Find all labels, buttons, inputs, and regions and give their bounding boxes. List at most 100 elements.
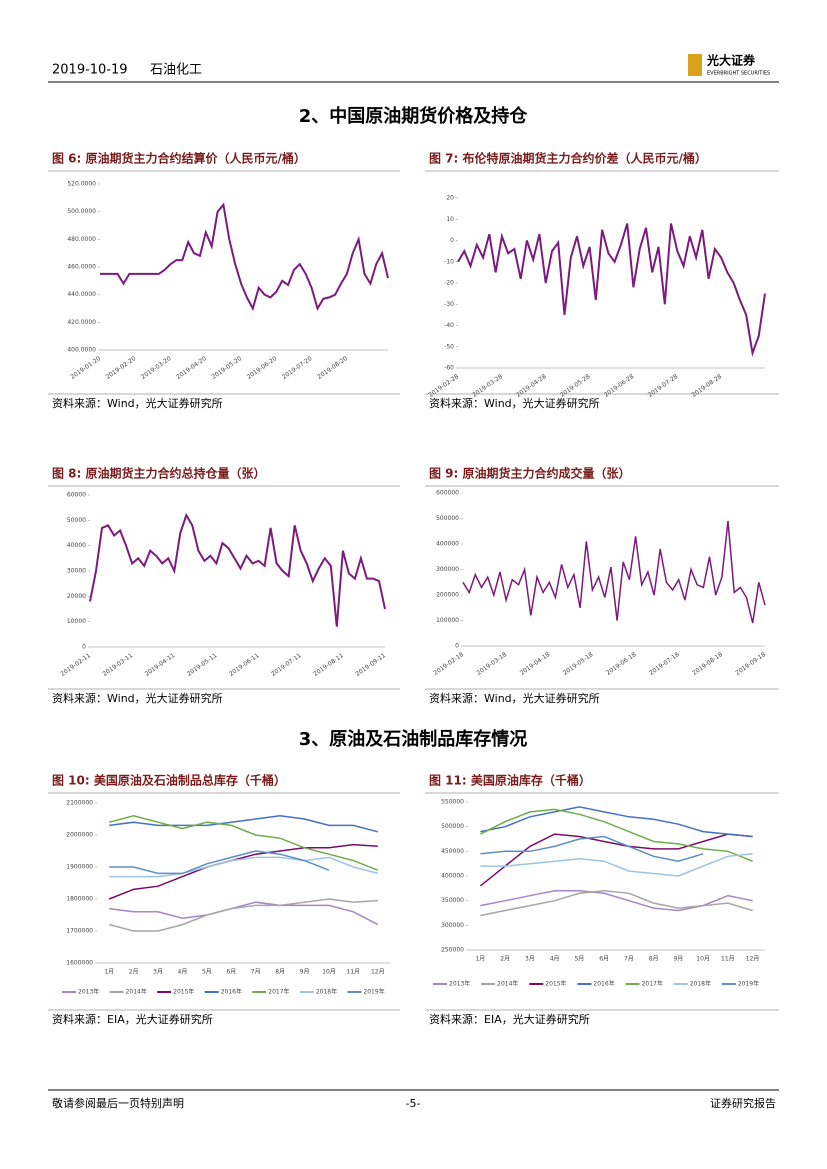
x-tick-label: 2019-02-28 (427, 373, 460, 399)
y-tick-label: 1800000 (66, 896, 93, 903)
y-tick-label: 40000 (67, 542, 86, 549)
y-tick-label: 0 (450, 237, 454, 244)
y-tick-label: 440.0000 (67, 291, 96, 298)
x-tick-label: 2019-03-28 (471, 373, 504, 399)
x-tick-label: 2019-08-28 (691, 373, 724, 399)
x-tick-label: 2019-01-20 (69, 355, 102, 381)
y-tick-label: 450000 (441, 848, 464, 855)
data-line (109, 898, 378, 932)
x-tick-label: 4月 (550, 956, 560, 963)
figure-caption: 图 6: 原油期货主力合约结算价（人民币元/桶） (52, 151, 306, 166)
x-tick-label: 2019-07-28 (647, 373, 680, 399)
data-line (89, 512, 386, 627)
x-tick-label: 6月 (226, 969, 236, 976)
x-tick-label: 2019-08-11 (312, 652, 345, 678)
data-line (462, 520, 766, 624)
x-tick-label: 2019-08-18 (691, 651, 724, 677)
legend-label: 2018年 (316, 988, 337, 996)
y-tick-label: 0 (82, 644, 86, 651)
x-tick-label: 2019-07-18 (648, 651, 681, 677)
x-tick-label: 8月 (649, 956, 659, 963)
figure-source: 资料来源：EIA，光大证券研究所 (52, 1012, 213, 1026)
x-tick-label: 6月 (599, 956, 609, 963)
y-tick-label: 500.0000 (67, 208, 96, 215)
y-tick-label: 2100000 (66, 800, 93, 807)
y-tick-label: 400.0000 (67, 347, 96, 354)
y-tick-label: -10 (444, 258, 454, 265)
x-tick-label: 5月 (574, 956, 584, 963)
y-tick-label: -40 (444, 322, 454, 329)
x-tick-label: 2019-03-20 (140, 355, 173, 381)
x-tick-label: 12月 (371, 969, 385, 976)
figure-caption: 图 7: 布伦特原油期货主力合约价差（人民币元/桶） (429, 151, 707, 166)
legend-label: 2014年 (126, 988, 147, 996)
section-title: 2、中国原油期货价格及持仓 (299, 105, 529, 127)
y-tick-label: -60 (444, 365, 454, 372)
x-tick-label: 4月 (178, 969, 188, 976)
x-tick-label: 2019-09-11 (354, 652, 387, 678)
x-tick-label: 2019-03-18 (476, 651, 509, 677)
legend-label: 2019年 (363, 988, 384, 996)
data-line (457, 223, 766, 358)
footer-type: 证券研究报告 (710, 1096, 776, 1110)
x-tick-label: 1月 (104, 969, 114, 976)
y-tick-label: 420.0000 (67, 319, 96, 326)
legend-label: 2017年 (268, 988, 289, 996)
x-tick-label: 2019-04-11 (144, 652, 177, 678)
y-tick-label: 60000 (67, 492, 86, 499)
x-tick-label: 2019-09-18 (734, 651, 767, 677)
data-line (479, 833, 753, 887)
y-tick-label: 350000 (441, 897, 464, 904)
x-tick-label: 2019-03-11 (102, 652, 135, 678)
data-line (480, 808, 753, 862)
x-tick-label: 8月 (275, 969, 285, 976)
y-tick-label: 460.0000 (67, 264, 96, 271)
x-tick-label: 2019-06-11 (228, 652, 261, 678)
y-tick-label: -30 (444, 301, 454, 308)
y-tick-label: 1600000 (66, 960, 93, 967)
y-tick-label: 10000 (67, 618, 86, 625)
y-tick-label: 20 (446, 195, 454, 202)
x-tick-label: 2月 (129, 969, 139, 976)
x-tick-label: 2019-05-11 (186, 652, 219, 678)
y-tick-label: 500000 (436, 515, 459, 522)
report-sector: 石油化工 (150, 63, 202, 78)
y-tick-label: 30000 (67, 568, 86, 575)
x-tick-label: 2月 (500, 956, 510, 963)
data-line (109, 815, 379, 871)
figure-source: 资料来源：EIA，光大证券研究所 (429, 1012, 590, 1026)
data-line (100, 202, 389, 312)
x-tick-label: 2019-05-20 (210, 355, 243, 381)
section-title: 3、原油及石油制品库存情况 (299, 728, 528, 750)
y-tick-label: 400000 (436, 541, 459, 548)
figure-caption: 图 11: 美国原油库存（千桶） (429, 773, 591, 788)
legend-label: 2018年 (690, 980, 711, 988)
x-tick-label: 2019-06-28 (603, 373, 636, 399)
x-tick-label: 2019-05-18 (562, 651, 595, 677)
y-tick-label: 0 (455, 643, 459, 650)
y-tick-label: 520.0000 (67, 181, 96, 188)
legend-label: 2016年 (221, 988, 242, 996)
legend-label: 2013年 (78, 988, 99, 996)
footer-disclaimer: 敬请参阅最后一页特别声明 (52, 1096, 184, 1110)
x-tick-label: 5月 (202, 969, 212, 976)
x-tick-label: 3月 (525, 956, 535, 963)
y-tick-label: 300000 (441, 922, 464, 929)
footer-page: -5- (406, 1097, 421, 1110)
x-tick-label: 1月 (475, 956, 485, 963)
x-tick-label: 7月 (251, 969, 261, 976)
x-tick-label: 11月 (721, 956, 735, 963)
data-line (109, 850, 330, 875)
data-line (480, 890, 753, 912)
x-tick-label: 12月 (746, 956, 760, 963)
y-tick-label: 20000 (67, 593, 86, 600)
x-tick-label: 2019-06-20 (246, 355, 279, 381)
y-tick-label: 1900000 (66, 864, 93, 871)
y-tick-label: 2000000 (66, 832, 93, 839)
figure-source: 资料来源：Wind，光大证券研究所 (429, 396, 600, 410)
figure-source: 资料来源：Wind，光大证券研究所 (52, 396, 223, 410)
x-tick-label: 7月 (624, 956, 634, 963)
figure-source: 资料来源：Wind，光大证券研究所 (429, 691, 600, 705)
y-tick-label: 250000 (441, 947, 464, 954)
